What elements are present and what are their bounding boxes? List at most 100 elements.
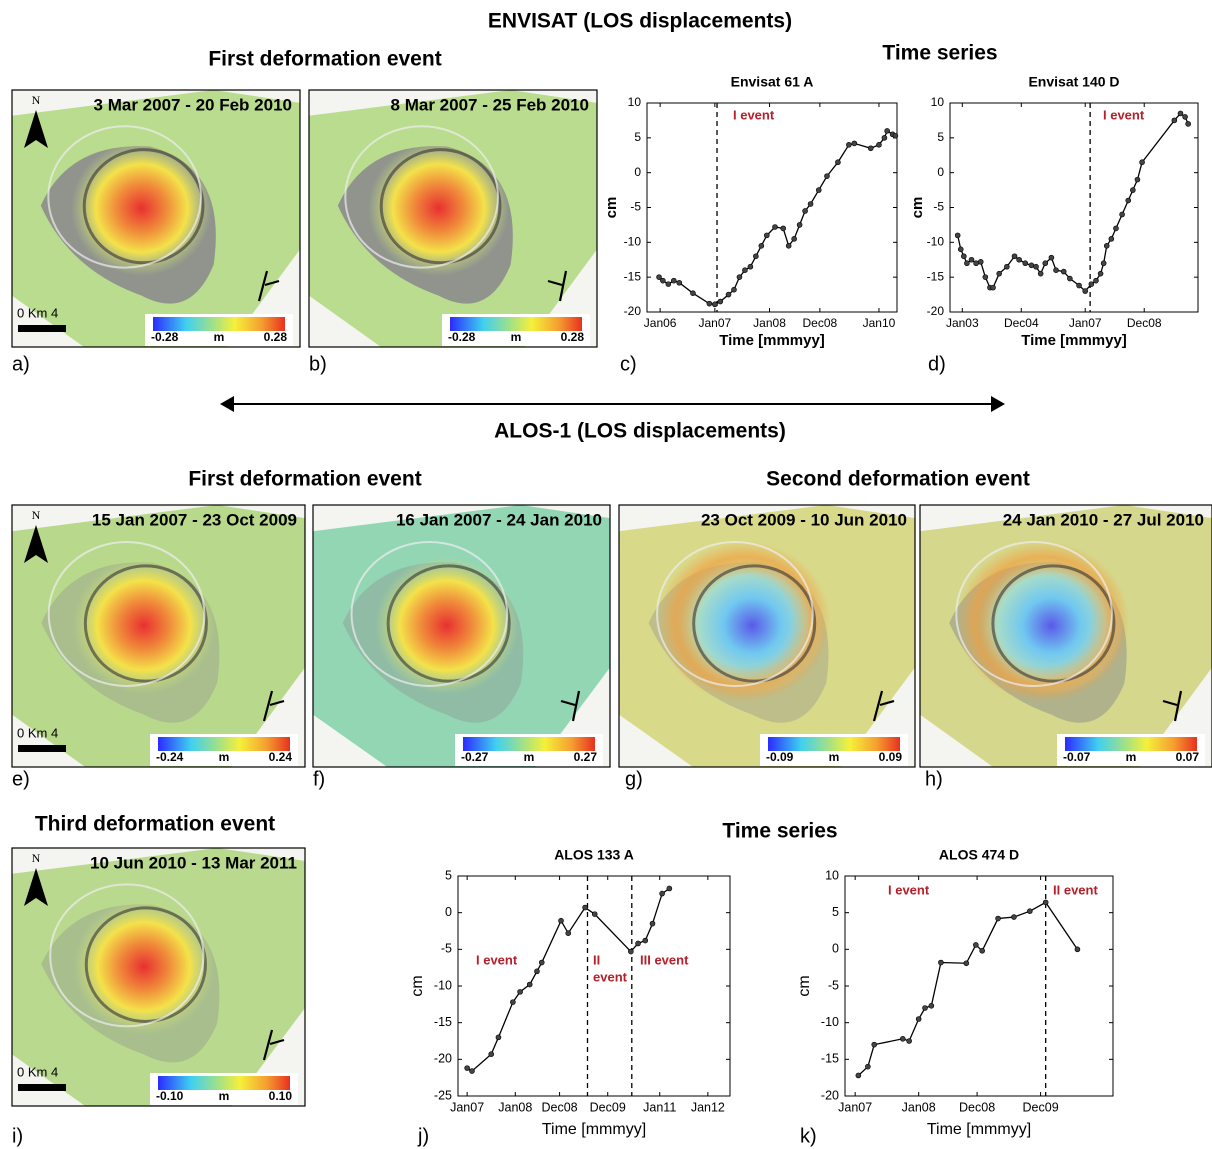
data-point: [758, 243, 765, 249]
data-point: [469, 1068, 475, 1074]
data-point: [1053, 267, 1059, 274]
chart: -20 -15 -10 -5 0 5 10 Jan03 Dec04 Jan07 Dec08 I eve…: [909, 74, 1199, 375]
data-point: [964, 260, 970, 267]
data-point: [846, 142, 852, 148]
north-label: N: [32, 93, 41, 107]
crater-rim: [83, 564, 208, 683]
data-point: [1182, 114, 1188, 120]
data-point: [835, 159, 841, 166]
data-point: [558, 917, 564, 924]
map-frame: [11, 504, 306, 768]
chart: -20 -15 -10 -5 0 5 10 Jan06 Jan07 Jan08 Dec08 Jan10…: [603, 74, 899, 375]
scale-bar: [18, 1084, 66, 1091]
data-point: [1027, 908, 1033, 915]
x-tick-label: Dec04: [1004, 316, 1039, 330]
map-panel: 15 Jan 2007 - 23 Oct 2009 e) N 0 Km 4 -0.24 m…: [11, 504, 306, 790]
data-point: [1100, 260, 1107, 267]
x-axis-label: Time [mmmyy]: [542, 1121, 646, 1138]
x-tick-label: Jan12: [691, 1100, 725, 1114]
colorbar-max: 0.07: [1176, 750, 1200, 764]
annotation: I event: [476, 952, 518, 967]
caldera-rim: [344, 125, 499, 269]
data-point: [1042, 899, 1049, 906]
colorbar-max: 0.09: [879, 750, 903, 764]
data-point: [785, 243, 792, 249]
y-tick-label: -10: [434, 978, 452, 992]
data-point: [979, 947, 985, 954]
data-point: [899, 1036, 906, 1042]
panel-label: b): [309, 353, 327, 375]
colorbar-max: 0.24: [269, 750, 293, 764]
y-tick-label: 10: [628, 95, 642, 109]
chart-title: ALOS 133 A: [554, 847, 634, 863]
panel-label: c): [620, 353, 637, 375]
crater-rim: [991, 564, 1116, 683]
data-point: [995, 915, 1001, 922]
data-point: [807, 201, 814, 207]
data-point: [973, 942, 979, 948]
north-label: N: [32, 851, 41, 865]
data-point: [1004, 263, 1010, 270]
data-point: [851, 140, 858, 147]
data-point: [706, 300, 713, 307]
chart-title: Envisat 140 D: [1028, 74, 1119, 90]
data-point: [676, 279, 683, 286]
data-point: [717, 298, 724, 305]
map-frame: [312, 504, 611, 768]
look-direction: [872, 690, 895, 722]
data-point: [1130, 187, 1136, 193]
map-frame: [308, 89, 598, 348]
colorbar-min: -0.28: [448, 330, 476, 344]
colorbar-min: -0.24: [156, 750, 184, 764]
data-point: [977, 259, 984, 265]
data-point: [517, 989, 523, 995]
data-point: [712, 301, 718, 308]
data-point: [635, 940, 641, 947]
data-point: [488, 1051, 495, 1057]
map-date: 24 Jan 2010 - 27 Jul 2010: [1003, 510, 1204, 529]
y-tick-label: -20: [624, 304, 642, 318]
map-frame: [11, 847, 306, 1107]
x-tick-label: Jan03: [946, 316, 979, 330]
north-arrow: [24, 868, 48, 906]
y-tick-label: -25: [434, 1088, 452, 1102]
data-point: [510, 999, 516, 1005]
data-point: [1082, 288, 1089, 294]
colorbar-unit: m: [1126, 750, 1137, 764]
data-point: [876, 142, 882, 148]
plot-area: [457, 875, 731, 1097]
colorbar-unit: m: [511, 330, 522, 344]
data-point: [791, 236, 797, 242]
north-arrow: [24, 110, 48, 148]
panel-label: j): [417, 1125, 429, 1147]
data-point: [1119, 211, 1125, 218]
data-point: [495, 1034, 502, 1041]
panel-label: i): [12, 1125, 23, 1147]
data-point: [1103, 243, 1110, 249]
data-point: [1076, 282, 1082, 289]
panel-label: k): [800, 1125, 817, 1147]
y-tick-label: -10: [927, 235, 945, 249]
look-direction: [1162, 690, 1183, 722]
map-date: 10 Jun 2010 - 13 Mar 2011: [90, 853, 297, 872]
chart-title: ALOS 474 D: [939, 847, 1019, 863]
colorbar: [463, 737, 595, 751]
data-point: [1037, 270, 1044, 277]
caldera-rim: [955, 540, 1113, 688]
colorbar-min: -0.28: [151, 330, 179, 344]
colorbar: [153, 317, 285, 331]
x-tick-label: Jan06: [644, 316, 677, 330]
data-point: [1125, 197, 1132, 204]
data-point: [526, 981, 533, 988]
y-tick-label: 0: [445, 905, 452, 919]
look-direction: [560, 690, 581, 722]
north-label: N: [32, 508, 41, 522]
panel-label: f): [313, 768, 325, 790]
data-point: [656, 274, 662, 280]
y-tick-label: -5: [630, 200, 641, 214]
data-point: [660, 277, 666, 284]
x-tick-label: Jan11: [643, 1100, 676, 1114]
data-point: [1060, 268, 1067, 275]
data-point: [884, 128, 890, 134]
chart: -20 -15 -10 -5 0 5 10 Jan07 Jan08 Dec08 Dec09 I eve…: [796, 847, 1114, 1147]
